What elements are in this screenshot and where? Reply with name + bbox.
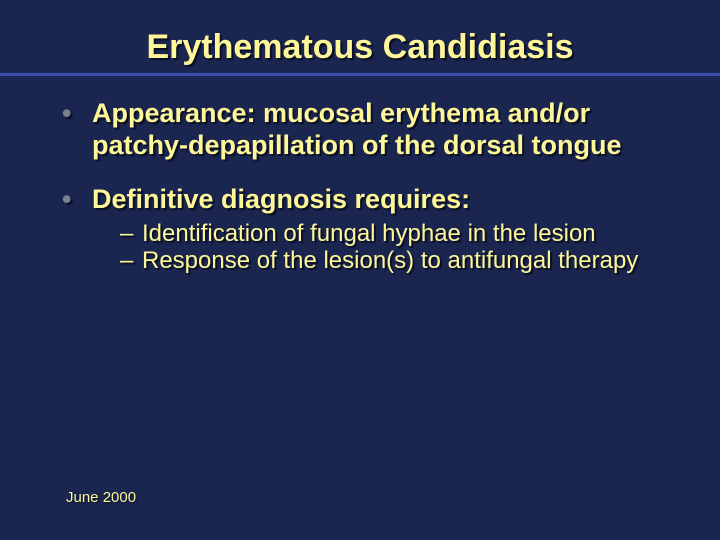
sub-bullet-item: Identification of fungal hyphae in the l… bbox=[120, 220, 680, 248]
sub-bullet-text: Identification of fungal hyphae in the l… bbox=[142, 220, 596, 247]
slide-title: Erythematous Candidiasis bbox=[40, 28, 680, 67]
sub-bullet-item: Response of the lesion(s) to antifungal … bbox=[120, 247, 680, 275]
sub-bullet-list: Identification of fungal hyphae in the l… bbox=[92, 220, 680, 276]
bullet-list: Appearance: mucosal erythema and/or patc… bbox=[40, 98, 680, 275]
sub-bullet-text: Response of the lesion(s) to antifungal … bbox=[142, 247, 638, 274]
title-underline bbox=[0, 73, 720, 76]
bullet-item: Appearance: mucosal erythema and/or patc… bbox=[62, 98, 680, 162]
bullet-item: Definitive diagnosis requires: Identific… bbox=[62, 184, 680, 276]
footer-date: June 2000 bbox=[66, 489, 136, 506]
bullet-text: Definitive diagnosis requires: bbox=[92, 184, 470, 214]
bullet-text: Appearance: mucosal erythema and/or patc… bbox=[92, 98, 622, 160]
slide: Erythematous Candidiasis Appearance: muc… bbox=[0, 0, 720, 540]
